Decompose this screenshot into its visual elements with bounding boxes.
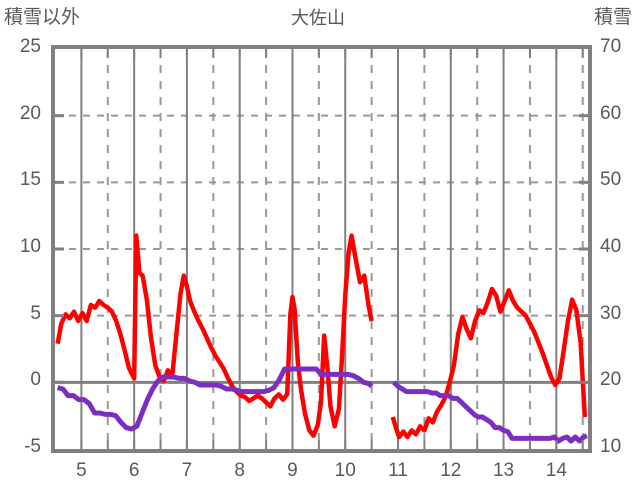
x-axis-tick-label: 10 — [334, 460, 356, 481]
plot-area — [51, 45, 592, 453]
x-axis-tick-label: 14 — [545, 460, 567, 481]
plot-inner — [55, 49, 588, 449]
y-axis-right-tick-label: 10 — [600, 436, 622, 457]
x-axis-tick-label: 6 — [128, 460, 140, 481]
y-axis-left-tick-label: -5 — [24, 436, 41, 457]
plot-svg — [55, 49, 588, 449]
x-axis-tick-label: 12 — [440, 460, 462, 481]
x-axis-tick-label: 13 — [492, 460, 515, 481]
series-line-snow — [392, 380, 588, 444]
x-axis-tick-label: 7 — [181, 460, 193, 481]
series-line-non-snow — [390, 286, 588, 440]
chart-title: 大佐山 — [291, 8, 345, 28]
series-line-non-snow — [55, 233, 374, 438]
x-axis-tick-label: 5 — [76, 460, 87, 481]
y-axis-right-tick-label: 20 — [600, 369, 622, 391]
left-axis-title: 積雪以外 — [4, 7, 81, 28]
y-axis-left-tick-label: 0 — [30, 369, 41, 391]
y-axis-left-tick-label: 5 — [30, 302, 41, 324]
y-axis-left-tick-label: 10 — [19, 236, 41, 257]
y-axis-right-tick-label: 30 — [600, 302, 622, 324]
y-axis-right-tick-label: 40 — [600, 236, 622, 257]
y-axis-left-tick-label: 20 — [19, 102, 41, 124]
right-axis-title: 積雪 — [593, 7, 632, 28]
y-axis-right-tick-label: 50 — [600, 169, 622, 191]
x-axis-tick-label: 8 — [234, 460, 245, 481]
x-axis-tick-label: 11 — [388, 460, 408, 481]
y-axis-right-tick-label: 70 — [600, 36, 622, 57]
y-axis-left-tick-label: 25 — [19, 36, 41, 57]
x-axis-tick-label: 9 — [287, 460, 298, 481]
y-axis-left-tick-label: 15 — [19, 169, 41, 191]
series-line-snow — [57, 366, 374, 432]
y-axis-right-tick-label: 60 — [600, 102, 622, 124]
